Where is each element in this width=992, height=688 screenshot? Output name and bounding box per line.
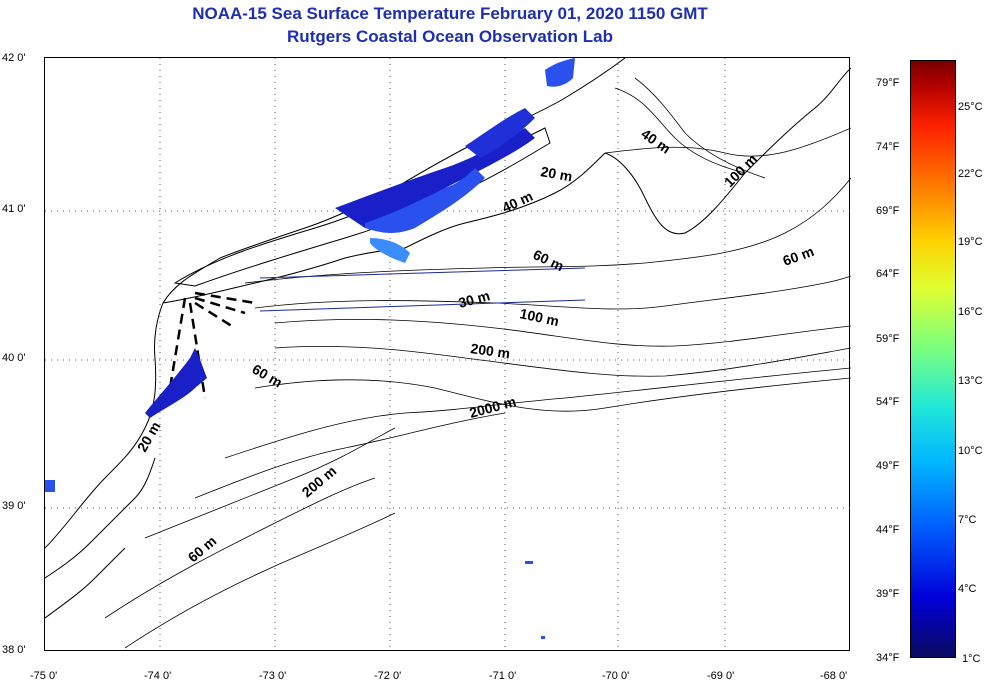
lon-label-74: -74 0'	[144, 670, 172, 682]
cb-f-64: 64°F	[876, 268, 900, 280]
depth-label-40m: 40 m	[638, 125, 673, 156]
map-title: NOAA-15 Sea Surface Temperature February…	[192, 4, 708, 23]
cb-c-13: 13°C	[958, 375, 983, 387]
lon-label-68: -68 0'	[820, 670, 848, 682]
map-grid	[45, 58, 851, 652]
depth-labels: 20 m 40 m 40 m 100 m 60 m 60 m 30 m 100 …	[134, 125, 816, 565]
cb-c-16: 16°C	[958, 306, 983, 318]
depth-label-20m: 20 m	[539, 163, 573, 184]
cb-c-1: 1°C	[962, 653, 981, 665]
cb-f-44: 44°F	[876, 524, 900, 536]
cb-f-69: 69°F	[876, 205, 900, 217]
coastline	[44, 57, 852, 619]
cb-f-39: 39°F	[876, 588, 900, 600]
depth-label-2000m: 2000 m	[468, 393, 518, 421]
depth-label-20m-b: 20 m	[134, 419, 164, 455]
depth-label-60m: 60 m	[531, 246, 567, 274]
lon-label-70: -70 0'	[602, 670, 630, 682]
cb-f-54: 54°F	[876, 396, 900, 408]
colorbar	[910, 60, 956, 658]
cb-f-59: 59°F	[876, 333, 900, 345]
transect-lines	[259, 267, 586, 312]
cb-f-74: 74°F	[876, 141, 900, 153]
cb-c-7: 7°C	[958, 514, 977, 526]
sst-data	[45, 58, 575, 639]
cb-f-34: 34°F	[876, 652, 900, 664]
lat-label-39: 39 0'	[2, 500, 26, 512]
lat-label-41: 41 0'	[2, 203, 26, 215]
lon-label-73: -73 0'	[259, 670, 287, 682]
lon-label-72: -72 0'	[374, 670, 402, 682]
depth-label-40m-b: 40 m	[500, 188, 536, 216]
cb-f-79: 79°F	[876, 77, 900, 89]
depth-label-200m: 200 m	[470, 340, 512, 361]
long-island	[173, 127, 551, 287]
shipping-lanes	[168, 291, 256, 399]
sst-map: 20 m 40 m 40 m 100 m 60 m 60 m 30 m 100 …	[44, 57, 852, 652]
cb-c-19: 19°C	[958, 236, 983, 248]
map-subtitle: Rutgers Coastal Ocean Observation Lab	[287, 27, 613, 46]
lon-label-71: -71 0'	[489, 670, 517, 682]
depth-label-100m: 100 m	[721, 151, 760, 190]
lon-label-75: -75 0'	[30, 670, 58, 682]
depth-label-100m-b: 100 m	[518, 305, 560, 329]
isobaths	[104, 77, 852, 649]
lon-label-69: -69 0'	[707, 670, 735, 682]
cb-c-4: 4°C	[958, 583, 977, 595]
cb-c-10: 10°C	[958, 445, 983, 457]
lat-label-38: 38 0'	[2, 644, 26, 656]
depth-label-60m-b: 60 m	[781, 243, 816, 269]
depth-label-30m: 30 m	[457, 287, 492, 311]
cb-c-22: 22°C	[958, 168, 983, 180]
map-canvas: 20 m 40 m 40 m 100 m 60 m 60 m 30 m 100 …	[44, 57, 852, 652]
lat-label-42: 42 0'	[2, 52, 26, 64]
cb-f-49: 49°F	[876, 460, 900, 472]
cb-c-25: 25°C	[958, 101, 983, 113]
lat-label-40: 40 0'	[2, 352, 26, 364]
